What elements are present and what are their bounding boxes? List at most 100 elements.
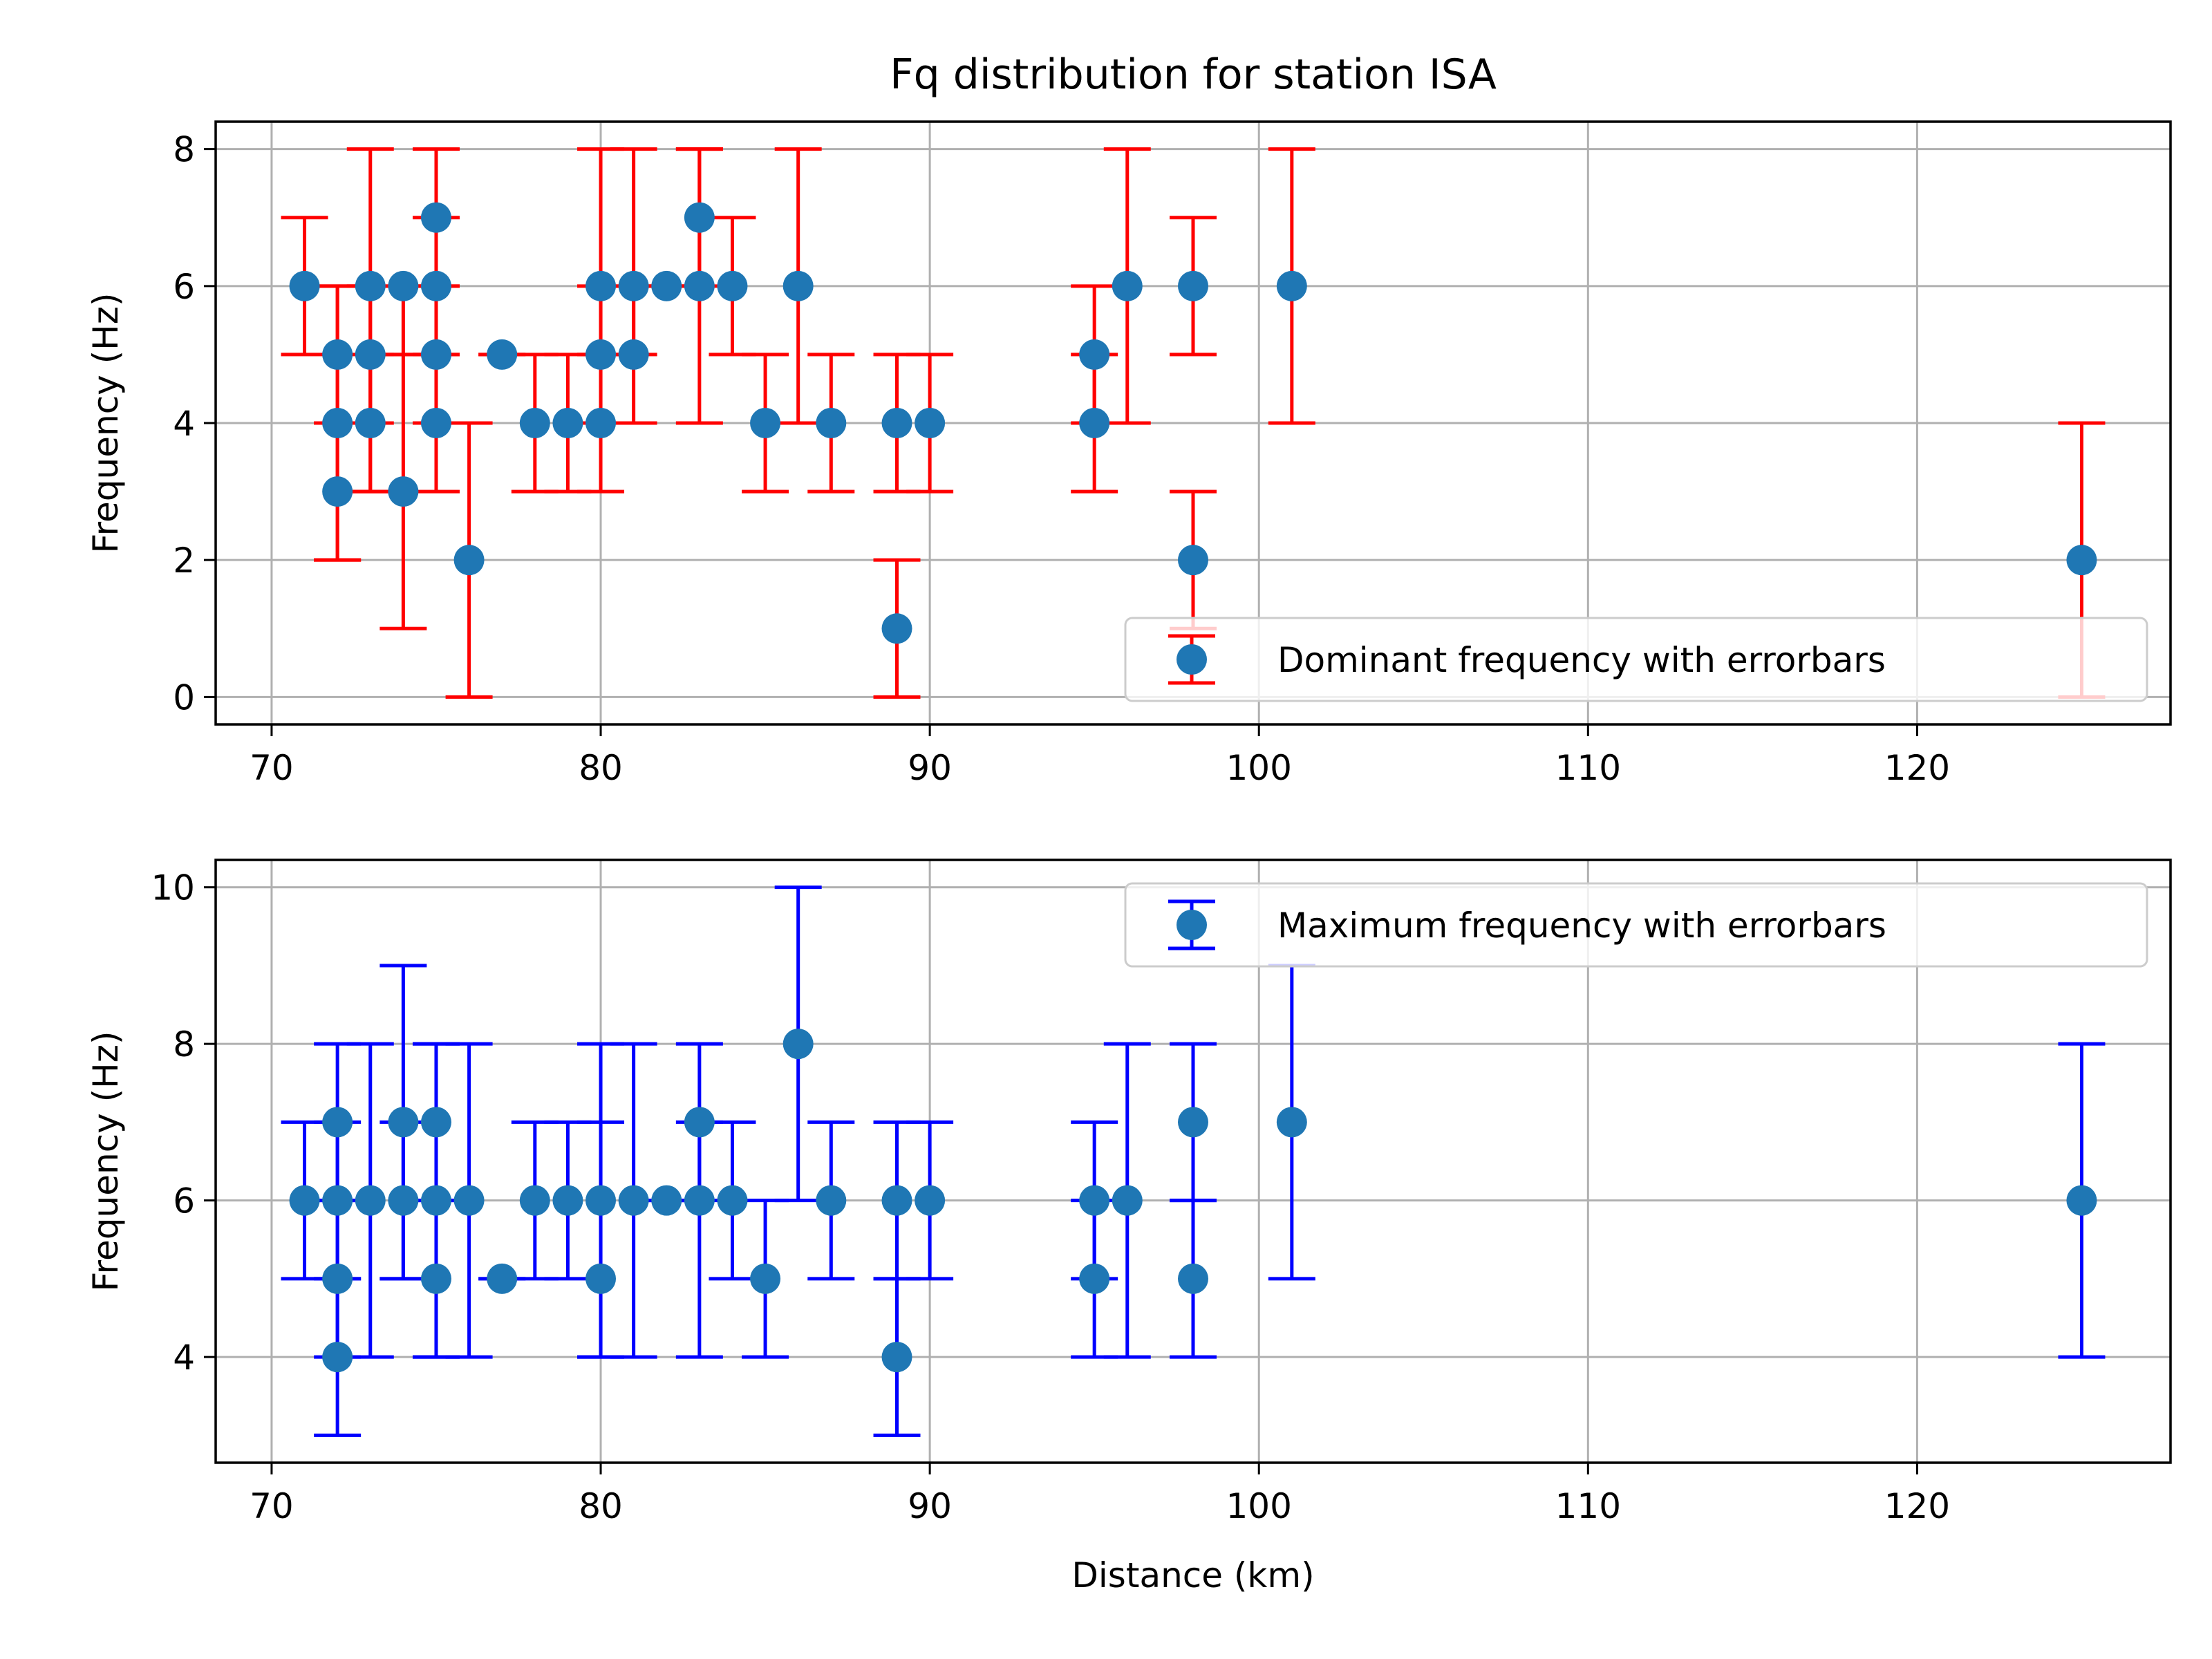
y-tick-label: 8 [173, 1024, 195, 1065]
data-point [684, 202, 715, 233]
data-point [322, 1342, 353, 1373]
y-tick-label: 2 [173, 541, 195, 581]
x-tick-label: 90 [908, 1486, 952, 1526]
data-point [585, 270, 617, 301]
x-tick-label: 120 [1884, 748, 1950, 788]
data-point [816, 408, 847, 438]
data-point [1112, 270, 1143, 301]
data-point [1112, 1185, 1143, 1216]
data-point [322, 1107, 353, 1138]
x-tick-label: 80 [579, 1486, 623, 1526]
y-tick-label: 6 [173, 267, 195, 307]
legend-marker [1177, 644, 1207, 675]
ticks: 70 80 90 100 110 120 4 6 8 10 [151, 868, 1950, 1526]
x-axis-label: Distance (km) [1071, 1555, 1314, 1595]
data-point [420, 1185, 451, 1216]
x-tick-label: 120 [1884, 1486, 1950, 1526]
ticks: 70 80 90 100 110 120 0 2 4 6 8 [173, 130, 1950, 788]
data-point [1178, 1107, 1208, 1138]
data-point [2066, 545, 2097, 576]
y-tick-label: 4 [173, 1338, 195, 1378]
data-point [618, 1185, 649, 1216]
data-point [388, 270, 419, 301]
data-point [1178, 545, 1208, 576]
data-point [717, 270, 748, 301]
data-point [420, 270, 451, 301]
x-tick-label: 90 [908, 748, 952, 788]
y-axis-label: Frequency (Hz) [86, 292, 126, 553]
data-point [915, 408, 946, 438]
data-point [1079, 408, 1110, 438]
data-point [1276, 270, 1307, 301]
data-point [651, 1185, 682, 1216]
data-point [2066, 1185, 2097, 1216]
panel-2: 70 80 90 100 110 120 4 6 8 10 Frequency (Hz) Distan… [86, 859, 2172, 1595]
data-point [420, 408, 451, 438]
data-layer [281, 885, 2106, 1437]
y-tick-label: 4 [173, 404, 195, 444]
data-point [782, 270, 814, 301]
data-point [1276, 1107, 1307, 1138]
data-point [519, 1185, 550, 1216]
legend-label: Maximum frequency with errorbars [1277, 906, 1886, 946]
data-point [289, 1185, 320, 1216]
y-tick-label: 6 [173, 1181, 195, 1221]
data-point [420, 1107, 451, 1138]
data-point [453, 545, 485, 576]
axes-frame [214, 859, 2172, 1464]
legend-label: Dominant frequency with errorbars [1277, 640, 1886, 680]
data-point [782, 1029, 814, 1060]
data-point [519, 408, 550, 438]
data-point [453, 1185, 485, 1216]
data-point [881, 408, 912, 438]
data-point [1178, 1263, 1208, 1294]
data-point [1079, 1263, 1110, 1294]
data-point [388, 1107, 419, 1138]
y-tick-label: 8 [173, 130, 195, 170]
data-point [684, 1185, 715, 1216]
data-point [816, 1185, 847, 1216]
data-point [388, 476, 419, 507]
legend: Dominant frequency with errorbars [1124, 617, 2148, 702]
data-point [585, 1185, 617, 1216]
data-point [420, 1263, 451, 1294]
y-axis-label: Frequency (Hz) [86, 1031, 126, 1291]
x-tick-label: 100 [1226, 1486, 1292, 1526]
data-point [585, 339, 617, 370]
data-point [322, 339, 353, 370]
panel-1: 70 80 90 100 110 120 0 2 4 6 8 Frequency (Hz) Fq dis… [86, 50, 2172, 788]
data-point [651, 270, 682, 301]
data-point [618, 339, 649, 370]
y-tick-label: 0 [173, 677, 195, 718]
data-point [322, 476, 353, 507]
data-point [355, 339, 386, 370]
x-tick-label: 110 [1555, 748, 1621, 788]
x-tick-label: 100 [1226, 748, 1292, 788]
data-point [881, 1342, 912, 1373]
data-point [1079, 339, 1110, 370]
data-point [487, 1263, 518, 1294]
data-point [750, 408, 781, 438]
data-point [322, 408, 353, 438]
data-point [355, 1185, 386, 1216]
data-point [289, 270, 320, 301]
data-point [1079, 1185, 1110, 1216]
data-point [684, 270, 715, 301]
x-tick-label: 110 [1555, 1486, 1621, 1526]
y-tick-label: 10 [151, 868, 195, 908]
data-point [420, 339, 451, 370]
legend-box [1124, 882, 2148, 968]
x-tick-label: 70 [250, 748, 294, 788]
data-point [552, 1185, 583, 1216]
data-point [487, 339, 518, 370]
x-tick-label: 80 [579, 748, 623, 788]
data-point [552, 408, 583, 438]
data-point [1178, 270, 1208, 301]
legend-marker [1177, 910, 1207, 940]
data-point [355, 408, 386, 438]
legend: Maximum frequency with errorbars [1124, 882, 2148, 968]
data-point [684, 1107, 715, 1138]
data-point [322, 1263, 353, 1294]
